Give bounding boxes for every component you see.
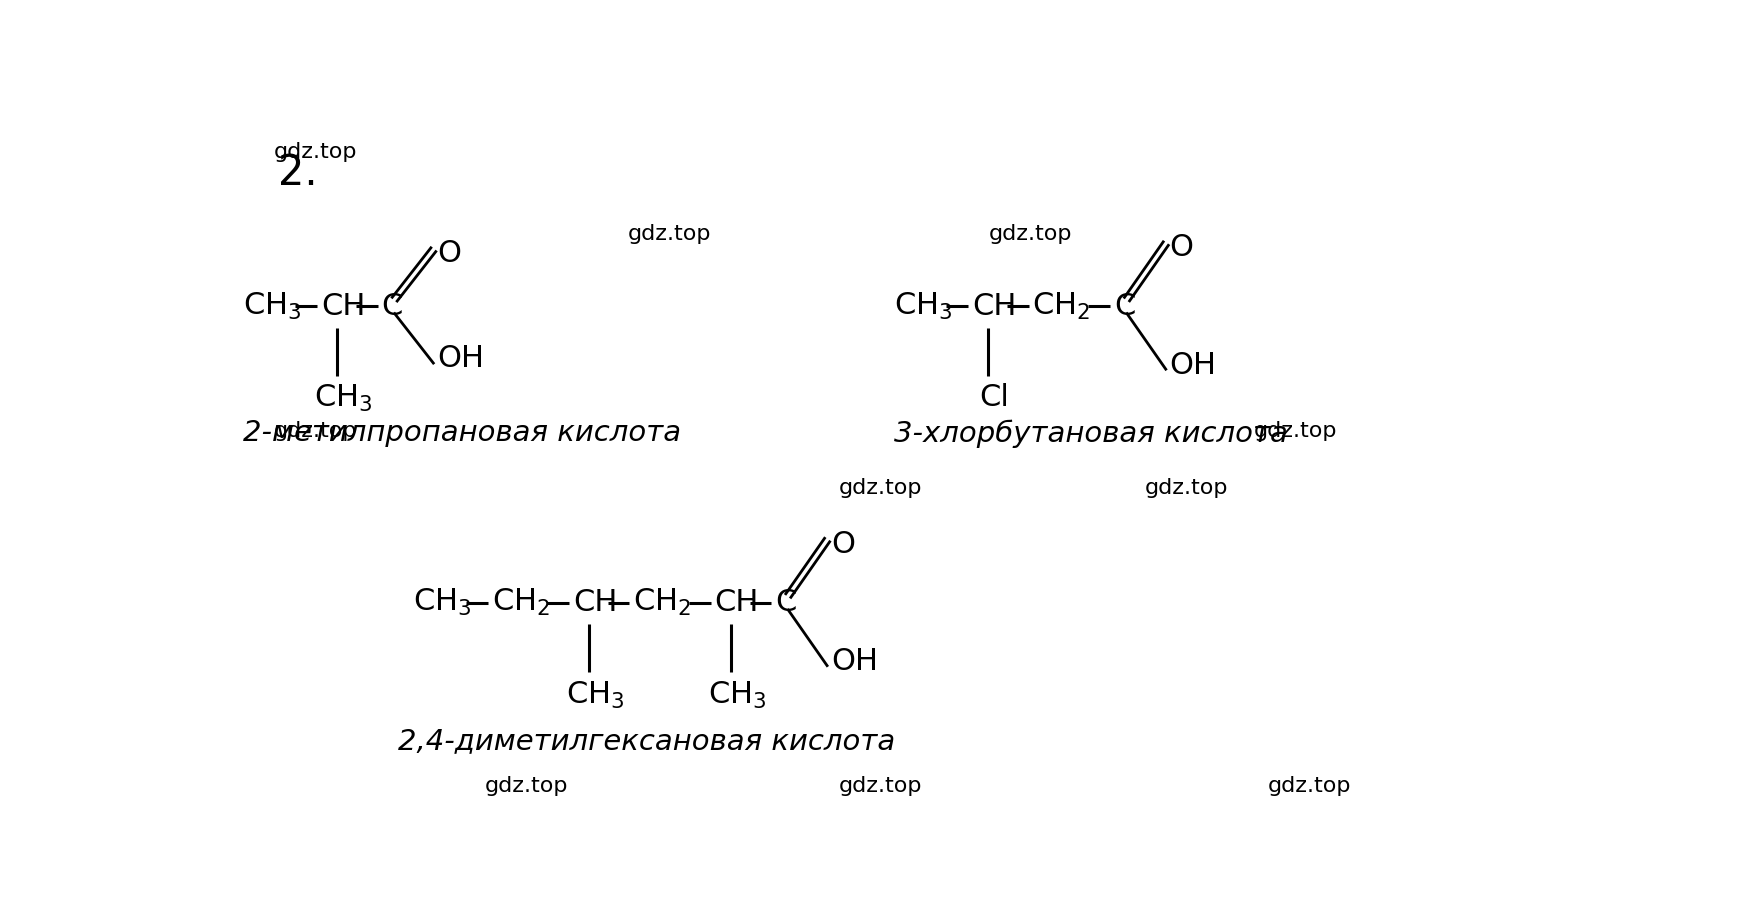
Text: C: C xyxy=(774,589,797,617)
Text: CH: CH xyxy=(714,589,758,617)
Text: CH: CH xyxy=(321,292,365,321)
Text: 2.: 2. xyxy=(277,152,318,194)
Text: gdz.top: gdz.top xyxy=(274,142,358,162)
Text: O: O xyxy=(437,239,462,269)
Text: 3-хлорбутановая кислота: 3-хлорбутановая кислота xyxy=(893,419,1286,447)
Text: CH: CH xyxy=(972,292,1016,321)
Text: 2-метилпропановая кислота: 2-метилпропановая кислота xyxy=(242,419,681,447)
Text: gdz.top: gdz.top xyxy=(988,224,1071,244)
Text: OH: OH xyxy=(437,345,484,373)
Text: O: O xyxy=(830,530,855,558)
Text: CH$_3$: CH$_3$ xyxy=(893,291,951,322)
Text: gdz.top: gdz.top xyxy=(839,478,921,498)
Text: CH$_3$: CH$_3$ xyxy=(707,679,765,711)
Text: Cl: Cl xyxy=(979,383,1009,413)
Text: CH$_2$: CH$_2$ xyxy=(491,587,549,618)
Text: CH$_3$: CH$_3$ xyxy=(412,587,472,618)
Text: 2,4-диметилгексановая кислота: 2,4-диметилгексановая кислота xyxy=(398,727,895,756)
Text: gdz.top: gdz.top xyxy=(1144,478,1228,498)
Text: gdz.top: gdz.top xyxy=(484,777,569,797)
Text: gdz.top: gdz.top xyxy=(839,777,921,797)
Text: C: C xyxy=(381,292,402,321)
Text: CH$_3$: CH$_3$ xyxy=(565,679,625,711)
Text: gdz.top: gdz.top xyxy=(1253,421,1337,441)
Text: CH$_2$: CH$_2$ xyxy=(634,587,691,618)
Text: gdz.top: gdz.top xyxy=(274,421,358,441)
Text: O: O xyxy=(1169,233,1193,262)
Text: CH$_2$: CH$_2$ xyxy=(1032,291,1090,322)
Text: CH$_3$: CH$_3$ xyxy=(314,383,372,414)
Text: CH: CH xyxy=(572,589,618,617)
Text: gdz.top: gdz.top xyxy=(628,224,711,244)
Text: OH: OH xyxy=(1169,350,1216,380)
Text: C: C xyxy=(1113,292,1134,321)
Text: gdz.top: gdz.top xyxy=(1267,777,1350,797)
Text: OH: OH xyxy=(830,647,878,676)
Text: CH$_3$: CH$_3$ xyxy=(242,291,302,322)
